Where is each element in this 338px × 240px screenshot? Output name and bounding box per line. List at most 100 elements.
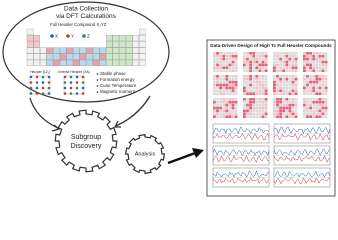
heat-cell xyxy=(294,54,298,58)
heat-cell xyxy=(312,63,316,67)
heat-cell xyxy=(315,54,319,58)
heat-cell xyxy=(231,109,235,113)
atom xyxy=(29,92,33,95)
atom xyxy=(35,86,39,90)
dos-curve xyxy=(273,148,331,156)
heat-cell xyxy=(318,57,322,61)
element-cell xyxy=(53,47,60,54)
heat-cell xyxy=(264,60,268,64)
heat-cell xyxy=(318,63,322,67)
heat-cell xyxy=(288,109,292,113)
heat-cell xyxy=(252,57,256,61)
element-cell xyxy=(139,35,146,42)
heat-cell xyxy=(249,89,252,93)
heat-cell xyxy=(213,98,216,101)
heat-cell xyxy=(291,66,295,70)
heat-cell xyxy=(243,80,246,84)
heat-cell xyxy=(219,54,222,58)
heat-cell xyxy=(213,75,216,78)
heat-cell xyxy=(225,89,229,93)
bullet xyxy=(96,73,99,75)
element-cell xyxy=(119,59,126,66)
heat-cell xyxy=(279,80,282,84)
heat-cell xyxy=(213,60,216,64)
heat-cell xyxy=(243,115,246,118)
heat-cell xyxy=(306,52,309,55)
element-cell xyxy=(26,35,34,42)
element-cell xyxy=(92,59,100,66)
heat-cell xyxy=(216,98,219,101)
gear-label: Analysis xyxy=(135,151,156,157)
heat-cell xyxy=(219,63,222,67)
heat-cell xyxy=(261,52,265,55)
heat-cell xyxy=(306,106,309,110)
heat-cell xyxy=(321,75,325,78)
heat-cell xyxy=(243,63,246,67)
heat-cell xyxy=(219,92,222,95)
heat-cell xyxy=(312,103,316,107)
element-cell xyxy=(46,47,54,54)
heat-cell xyxy=(222,54,226,58)
property-item: Magnetic moment xyxy=(100,89,136,94)
heat-cell xyxy=(276,69,279,72)
heat-cell xyxy=(258,115,262,118)
heat-cell xyxy=(273,109,276,113)
heat-cell xyxy=(288,75,292,78)
element-cell xyxy=(26,28,34,35)
heat-cell xyxy=(246,83,249,87)
heat-cell xyxy=(324,115,328,118)
heat-cell xyxy=(324,57,328,61)
heat-cell xyxy=(273,63,276,67)
element-cell xyxy=(86,47,93,54)
heat-cell xyxy=(252,66,256,70)
heat-cell xyxy=(252,112,256,116)
atom xyxy=(29,75,33,79)
heat-cell xyxy=(294,106,298,110)
heat-cell xyxy=(309,75,312,78)
heat-cell xyxy=(255,98,259,101)
element-cell xyxy=(26,41,34,48)
heat-cell xyxy=(315,52,319,55)
atom xyxy=(63,92,67,95)
heat-cell xyxy=(234,77,238,81)
bullet xyxy=(96,79,99,81)
heat-cell xyxy=(228,109,232,113)
heat-cell xyxy=(216,52,219,55)
heat-cell xyxy=(303,69,306,72)
heat-cell xyxy=(255,106,259,110)
element-cell xyxy=(66,53,73,60)
heat-cell xyxy=(225,57,229,61)
heat-cell xyxy=(285,106,289,110)
heat-cell xyxy=(264,100,268,104)
heat-cell xyxy=(288,86,292,90)
heat-cell xyxy=(234,80,238,84)
heat-cell xyxy=(315,60,319,64)
heat-cell xyxy=(294,100,298,104)
heat-cell xyxy=(282,66,286,70)
element-cell xyxy=(125,41,133,48)
heat-cell xyxy=(264,75,268,78)
heat-cell xyxy=(309,86,312,90)
heat-cell xyxy=(264,89,268,93)
heat-cell xyxy=(228,112,232,116)
element-cell xyxy=(40,53,47,60)
heat-cell xyxy=(285,92,289,95)
dos-curve xyxy=(274,126,331,135)
heat-cell xyxy=(306,100,309,104)
atom xyxy=(41,75,45,79)
property-item: Stable phase xyxy=(100,71,126,76)
heat-cell xyxy=(303,112,306,116)
gear xyxy=(124,133,166,175)
heat-cell xyxy=(231,98,235,101)
heat-cell xyxy=(276,75,279,78)
heat-cell xyxy=(261,103,265,107)
heat-cell xyxy=(291,98,295,101)
heat-cell xyxy=(288,103,292,107)
heat-cell xyxy=(225,83,229,87)
heat-cell xyxy=(291,77,295,81)
heat-cell xyxy=(309,63,312,67)
heat-cell xyxy=(279,115,282,118)
heat-cell xyxy=(303,115,306,118)
heat-cell xyxy=(234,112,238,116)
heat-cell xyxy=(291,115,295,118)
